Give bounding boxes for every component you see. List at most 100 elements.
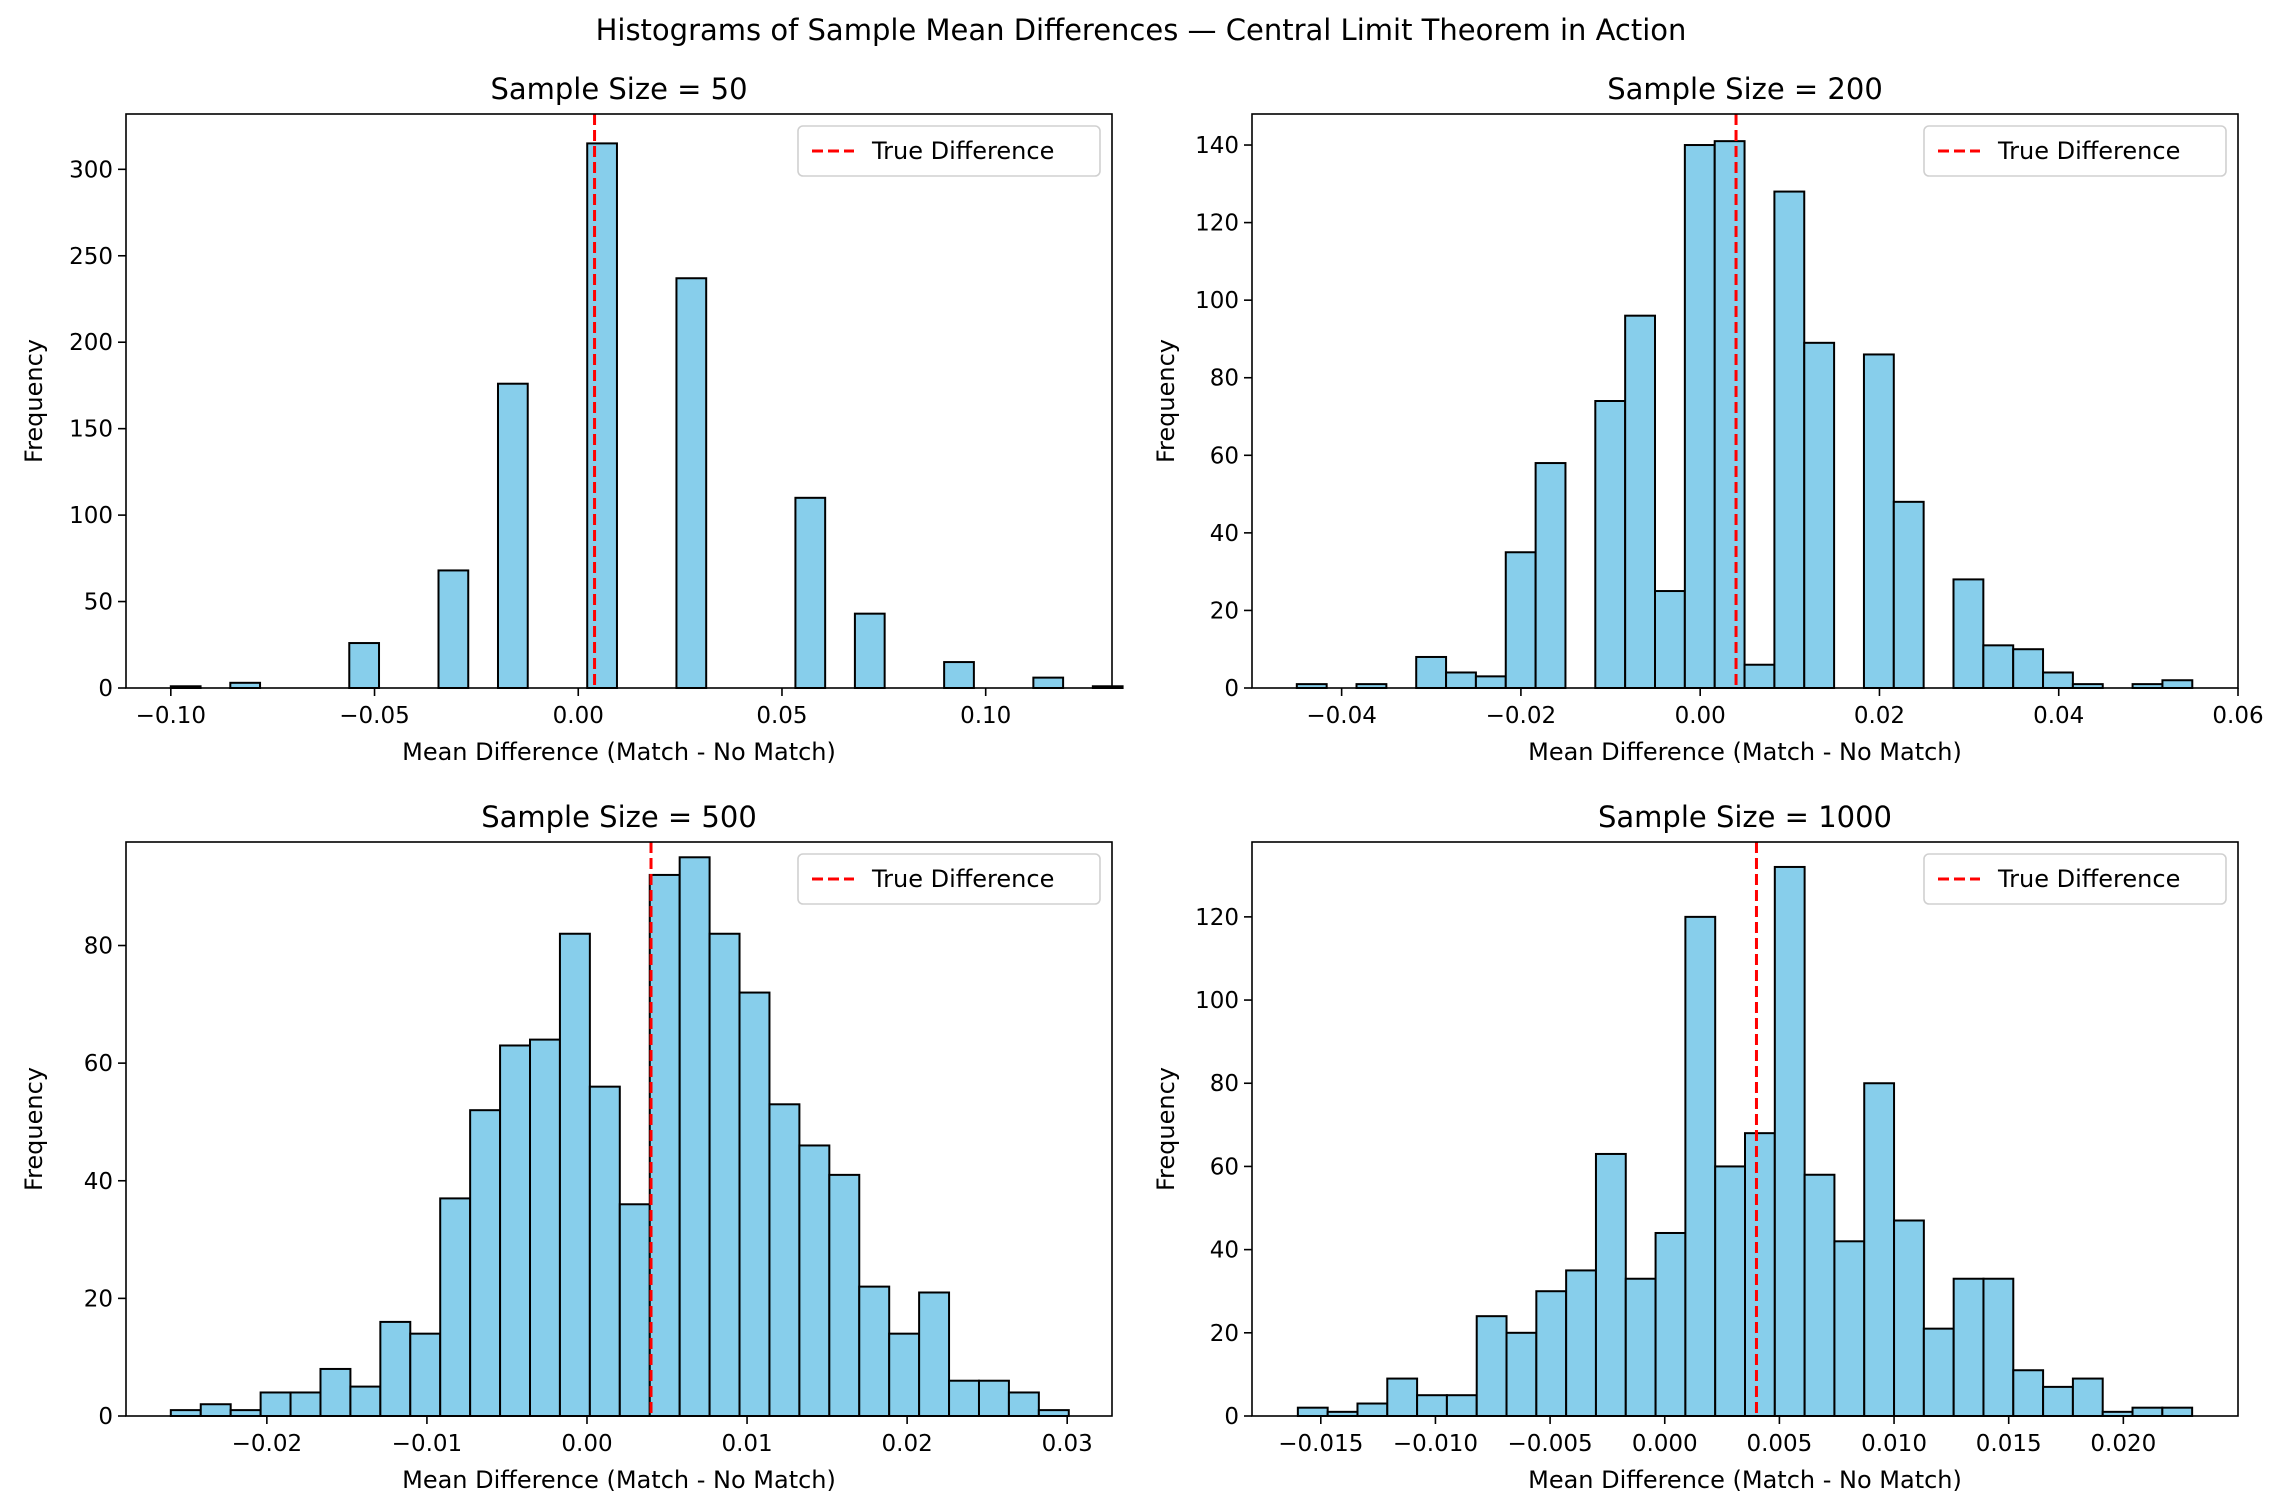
histogram-bar	[259, 1391, 292, 1418]
x-tick-label: 0.01	[721, 1431, 772, 1457]
y-tick-label: 20	[1210, 1321, 1239, 1347]
y-tick-label: 120	[1195, 905, 1239, 931]
histogram-bar	[1893, 1219, 1925, 1417]
histogram-bar	[229, 1409, 262, 1418]
histogram-bar	[977, 1379, 1010, 1418]
x-tick-label: 0.05	[756, 703, 807, 729]
histogram-bar	[2131, 1406, 2164, 1417]
histogram-bar	[348, 642, 381, 690]
histogram-bar	[1445, 1394, 1478, 1417]
histogram-bar	[1445, 671, 1477, 690]
subplot-title: Sample Size = 200	[1607, 72, 1883, 106]
subplot-3: −0.02 −0.01 0.00 0.01 0.02 0.03 0 20 40 60 80 Sampl…	[20, 800, 1113, 1494]
y-tick-label: 100	[69, 503, 113, 529]
histogram-bar	[289, 1391, 322, 1418]
y-tick-label: 50	[84, 590, 113, 616]
y-tick-label: 20	[84, 1286, 113, 1312]
y-tick-label: 300	[69, 157, 113, 183]
y-axis-label: Frequency	[1152, 339, 1180, 463]
histogram-bar	[558, 932, 591, 1417]
x-tick-label: −0.010	[1393, 1431, 1478, 1457]
axes-frame	[125, 841, 1113, 1417]
histogram-bar	[529, 1038, 561, 1417]
x-tick-label: −0.01	[392, 1431, 462, 1457]
histogram-bar	[1356, 1402, 1389, 1417]
legend-box	[797, 125, 1101, 177]
histogram-bar	[2161, 679, 2194, 689]
histogram-bar	[1594, 1152, 1627, 1418]
y-tick-label: 80	[84, 934, 113, 960]
y-axis-label: Frequency	[20, 339, 48, 463]
histogram-bar	[1803, 1173, 1836, 1418]
histogram-bar	[2042, 671, 2074, 690]
histogram-bar	[1922, 1327, 1955, 1418]
histogram-bar	[918, 1291, 951, 1417]
histogram-bar	[1475, 1315, 1508, 1418]
x-tick-label: 0.10	[960, 703, 1011, 729]
histogram-bar	[2012, 1369, 2045, 1417]
histogram-bar	[1952, 578, 1985, 689]
x-tick-label: −0.02	[232, 1431, 302, 1457]
x-tick-label: −0.02	[1486, 703, 1556, 729]
y-tick-label: 20	[1210, 598, 1239, 624]
histogram-bar	[586, 142, 618, 690]
histogram-bar	[1892, 500, 1925, 689]
subplot-2: −0.04 −0.02 0.00 0.02 0.04 0.06 0 20 40 60 80 100 12…	[1152, 72, 2264, 766]
histogram-bar	[1007, 1391, 1040, 1418]
histogram-bar	[738, 991, 771, 1417]
histogram-bar	[1684, 915, 1717, 1417]
histogram-bar	[169, 1409, 202, 1418]
x-tick-label: 0.015	[1976, 1431, 2042, 1457]
axes-frame	[1251, 841, 2239, 1417]
histogram-bar	[648, 873, 681, 1417]
histogram-bar	[1982, 1277, 2015, 1417]
y-tick-label: 120	[1195, 211, 1239, 237]
x-axis-label: Mean Difference (Match - No Match)	[1528, 738, 1962, 766]
y-tick-label: 0	[1224, 1404, 1239, 1430]
legend: True Difference	[1923, 853, 2227, 905]
histogram-bar	[1535, 1290, 1568, 1418]
histogram-bar	[948, 1379, 980, 1418]
y-tick-label: 140	[1195, 133, 1239, 159]
y-tick-label: 40	[84, 1169, 113, 1195]
histogram-bar	[499, 1044, 532, 1417]
histogram-bar	[1803, 341, 1836, 689]
histogram-bar	[409, 1332, 442, 1418]
y-tick-label: 0	[98, 676, 113, 702]
histogram-bar	[1713, 140, 1746, 690]
histogram-bar	[1773, 190, 1806, 689]
histogram-bar	[853, 612, 886, 689]
subplot-4: −0.015 −0.010 −0.005 0.000 0.005 0.010 0.015 0.…	[1152, 800, 2239, 1494]
y-tick-label: 80	[1210, 1071, 1239, 1097]
histogram-bar	[199, 1403, 232, 1417]
x-tick-label: 0.00	[553, 703, 604, 729]
legend: True Difference	[1923, 125, 2227, 177]
x-tick-label: 0.02	[1854, 703, 1905, 729]
y-tick-label: 40	[1210, 1238, 1239, 1264]
y-tick-label: 80	[1210, 366, 1239, 392]
x-axis-label: Mean Difference (Match - No Match)	[402, 1466, 836, 1494]
histogram-bar	[1032, 676, 1065, 690]
x-axis-label: Mean Difference (Match - No Match)	[1528, 1466, 1962, 1494]
x-tick-label: 0.010	[1861, 1431, 1927, 1457]
histogram-bar	[1624, 1277, 1657, 1417]
histogram-bar	[1862, 353, 1895, 689]
histogram-bar	[2071, 1377, 2104, 1417]
histogram-bar	[1415, 655, 1448, 689]
legend: True Difference	[797, 125, 1101, 177]
histogram-bar	[618, 1203, 651, 1417]
x-tick-label: −0.04	[1306, 703, 1376, 729]
histogram-bar	[888, 1332, 921, 1418]
histogram-bar	[1416, 1394, 1448, 1417]
x-tick-label: 0.00	[561, 1431, 612, 1457]
histogram-bar	[943, 661, 975, 690]
y-tick-label: 150	[69, 417, 113, 443]
y-tick-label: 40	[1210, 521, 1239, 547]
y-axis-label: Frequency	[1152, 1067, 1180, 1191]
histogram-bar	[798, 1144, 831, 1417]
axes-frame	[1251, 113, 2239, 689]
histogram-bar	[708, 932, 741, 1417]
histogram-bar	[1654, 590, 1686, 689]
histogram-bar	[1683, 144, 1716, 689]
histogram-bar	[1504, 551, 1537, 690]
